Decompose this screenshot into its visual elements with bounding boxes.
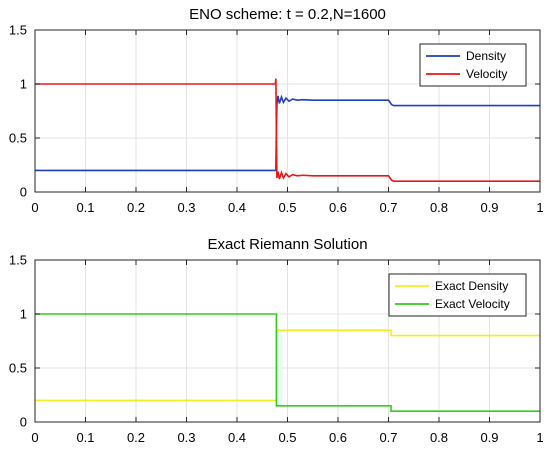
bottom-x-tick-label: 0.3 — [177, 430, 195, 445]
top-series-line-velocity — [35, 78, 540, 182]
top-y-tick-label: 0.5 — [9, 131, 27, 146]
bottom-x-tick-label: 0.4 — [228, 430, 246, 445]
top-chart-panel: ENO scheme: t = 0.2,N=1600 0 0.1 0.2 0.3 0.4… — [9, 6, 544, 215]
bottom-y-tick-label: 0 — [20, 415, 27, 430]
bottom-x-tick-label: 0.9 — [480, 430, 498, 445]
bottom-shock-band — [276, 330, 283, 406]
top-y-tick-label: 1.5 — [9, 23, 27, 38]
bottom-x-tick-label: 0 — [31, 430, 38, 445]
top-x-tick-label: 0 — [31, 200, 38, 215]
top-legend-label: Density — [466, 49, 506, 63]
top-legend-label: Velocity — [466, 67, 507, 81]
top-y-tick-label: 1 — [20, 77, 27, 92]
top-x-tick-label: 0.8 — [430, 200, 448, 215]
bottom-y-tick-label: 0.5 — [9, 361, 27, 376]
bottom-legend-box — [388, 273, 527, 317]
top-series-line-density — [35, 94, 540, 172]
top-x-tick-label: 0.7 — [379, 200, 397, 215]
top-x-tick-label: 0.1 — [76, 200, 94, 215]
top-x-tick-label: 0.5 — [278, 200, 296, 215]
bottom-x-tick-label: 0.5 — [278, 430, 296, 445]
bottom-x-tick-label: 1 — [536, 430, 543, 445]
bottom-x-tick-label: 0.6 — [329, 430, 347, 445]
top-x-tick-label: 0.3 — [177, 200, 195, 215]
top-x-tick-label: 0.4 — [228, 200, 246, 215]
bottom-y-tick-label: 1.5 — [9, 253, 27, 268]
bottom-series-line-exact-density — [35, 329, 540, 402]
bottom-legend-label: Exact Velocity — [435, 297, 510, 311]
top-legend-box — [419, 43, 527, 87]
top-x-tick-label: 0.9 — [480, 200, 498, 215]
bottom-legend: Exact Density Exact Velocity — [388, 273, 527, 317]
bottom-x-tick-label: 0.8 — [430, 430, 448, 445]
bottom-series-line-exact-velocity — [35, 313, 540, 413]
top-chart-title: ENO scheme: t = 0.2,N=1600 — [189, 6, 386, 23]
bottom-chart-title: Exact Riemann Solution — [207, 236, 367, 253]
top-x-tick-label: 0.6 — [329, 200, 347, 215]
bottom-x-tick-label: 0.7 — [379, 430, 397, 445]
bottom-chart-panel: Exact Riemann Solution 0 0.1 0.2 0.3 0.4 0.5 0… — [9, 236, 544, 445]
top-legend: Density Velocity — [419, 43, 527, 87]
bottom-y-tick-label: 1 — [20, 307, 27, 322]
top-y-tick-label: 0 — [20, 185, 27, 200]
bottom-x-tick-label: 0.2 — [127, 430, 145, 445]
bottom-legend-label: Exact Density — [435, 279, 508, 293]
top-x-tick-label: 0.2 — [127, 200, 145, 215]
bottom-x-tick-label: 0.1 — [76, 430, 94, 445]
top-x-tick-label: 1 — [536, 200, 543, 215]
